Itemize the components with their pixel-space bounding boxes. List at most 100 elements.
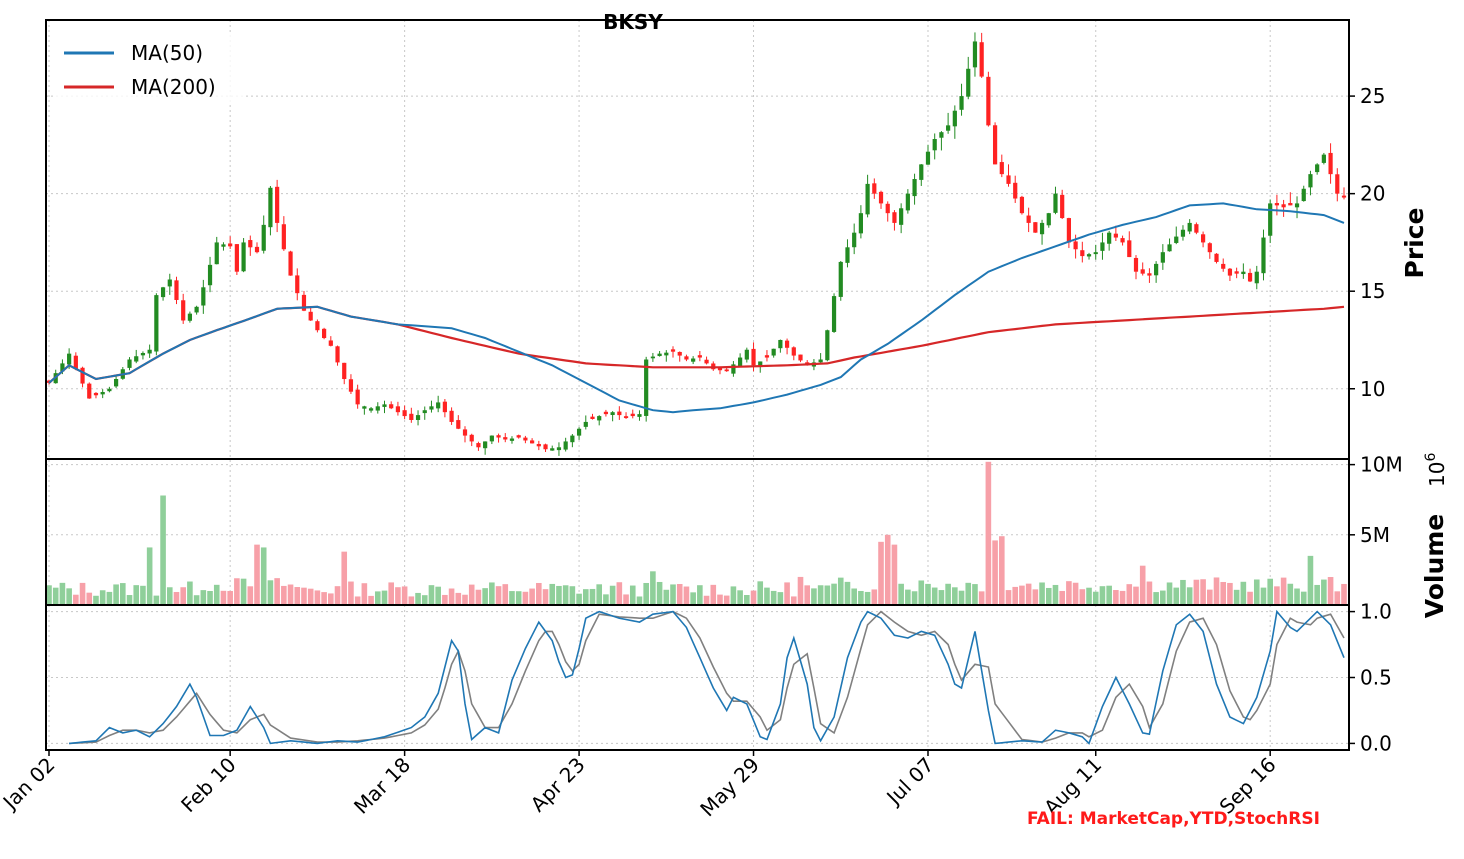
candle-body: [1133, 257, 1139, 272]
candle-body: [167, 279, 172, 287]
volume-bar: [509, 591, 515, 605]
volume-bar: [381, 590, 388, 605]
volume-bar: [1139, 565, 1146, 605]
candle-body: [1093, 252, 1098, 255]
volume-bar: [1314, 584, 1320, 605]
volume-bar: [240, 578, 247, 605]
candle-body: [885, 203, 890, 214]
volume-bar: [790, 596, 797, 605]
status-fail-text: FAIL: MarketCap,YTD,StochRSI: [1027, 809, 1320, 829]
volume-bar: [59, 582, 66, 605]
candle-body: [919, 164, 924, 180]
volume-bar: [683, 586, 690, 605]
volume-bar: [1086, 587, 1092, 605]
candle-body: [449, 410, 454, 422]
candle-body: [959, 96, 964, 110]
volume-bar: [891, 544, 898, 605]
volume-bar: [723, 595, 730, 605]
volume-exponent-label: 106: [1423, 453, 1449, 487]
volume-bar: [395, 587, 401, 605]
candle-body: [348, 379, 354, 392]
candle-body: [1140, 269, 1145, 274]
volume-bar: [120, 583, 126, 605]
volume-bar: [220, 590, 227, 605]
candle-body: [818, 359, 823, 363]
candle-body: [697, 355, 702, 358]
volume-bar: [958, 590, 965, 605]
legend-label-ma50: MA(50): [131, 41, 203, 65]
candle-body: [576, 428, 582, 436]
candle-body: [1227, 268, 1233, 276]
volume-bar: [670, 584, 676, 605]
candle-body: [1073, 241, 1078, 250]
volume-bar: [321, 592, 327, 605]
volume-bar: [918, 580, 925, 605]
volume-bar: [1079, 589, 1086, 605]
volume-bar: [609, 585, 616, 605]
candle-body: [1160, 252, 1165, 263]
candle-body: [999, 162, 1004, 175]
volume-bar: [569, 586, 576, 605]
volume-bar: [717, 594, 723, 605]
volume-bar: [797, 576, 804, 605]
volume-bar: [536, 582, 542, 605]
volume-bar: [180, 587, 186, 605]
candle-body: [1200, 234, 1206, 243]
volume-bar: [656, 581, 663, 605]
volume-bar: [804, 585, 811, 605]
candle-body: [127, 359, 132, 368]
candle-body: [852, 232, 857, 248]
volume-bar: [314, 590, 321, 605]
volume-bar: [328, 593, 334, 605]
candle-body: [355, 389, 360, 405]
volume-bar: [1267, 578, 1273, 605]
candle-body: [476, 443, 481, 448]
candle-body: [328, 340, 333, 346]
candle-body: [1046, 213, 1051, 226]
candle-body: [1281, 204, 1286, 208]
volume-bar: [462, 594, 468, 605]
volume-bar: [596, 584, 603, 605]
volume-bar: [415, 592, 421, 605]
volume-bar: [1173, 587, 1180, 605]
volume-bar: [133, 585, 140, 605]
volume-bar: [1052, 584, 1059, 605]
volume-bar: [247, 586, 254, 605]
volume-bar: [1113, 590, 1119, 605]
volume-bar: [307, 588, 314, 605]
candle-body: [717, 367, 723, 371]
volume-bar: [79, 582, 86, 605]
volume-bar: [408, 596, 415, 605]
candle-body: [254, 246, 260, 253]
legend-label-ma200: MA(200): [131, 75, 216, 99]
volume-bar: [1307, 555, 1314, 605]
candle-body: [147, 349, 152, 354]
volume-bar: [945, 583, 951, 605]
volume-bar: [1119, 590, 1126, 605]
volume-bar: [556, 585, 562, 605]
candle-body: [201, 287, 206, 306]
volume-bar: [401, 586, 408, 605]
volume-bar: [905, 589, 911, 605]
candle-body: [1207, 243, 1212, 253]
volume-bar: [582, 589, 589, 605]
candle-body: [966, 68, 971, 97]
candle-body: [939, 132, 944, 138]
volume-bar: [361, 583, 368, 605]
volume-bar: [348, 581, 354, 605]
volume-bar: [267, 580, 274, 605]
candle-body: [684, 356, 689, 360]
volume-bar: [354, 596, 361, 605]
candle-body: [187, 313, 193, 321]
volume-bar: [140, 585, 146, 605]
candle-body: [389, 404, 394, 409]
volume-bar: [126, 595, 133, 605]
candle-body: [335, 346, 340, 363]
candle-body: [570, 435, 575, 443]
candle-body: [1341, 195, 1347, 198]
candle-body: [952, 110, 957, 127]
candle-body: [301, 294, 307, 311]
volume-bar: [113, 584, 119, 605]
volume-bar: [1025, 583, 1032, 605]
candle-body: [415, 415, 421, 420]
